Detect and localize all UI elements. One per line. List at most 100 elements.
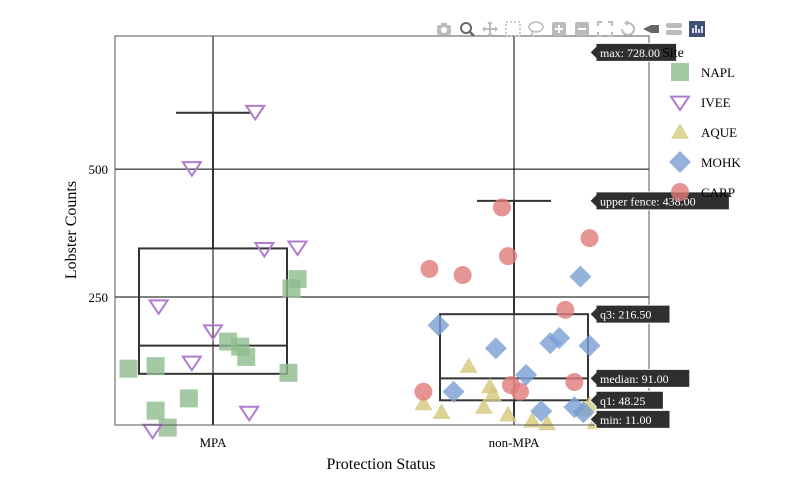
- hover-label: max: 728.00: [589, 42, 678, 62]
- legend-item-carp[interactable]: CARP: [671, 183, 735, 201]
- hover-label-box: [589, 368, 691, 388]
- compare-hover-icon: [664, 19, 684, 39]
- camera-button[interactable]: [434, 19, 454, 39]
- data-point-napl: [119, 359, 138, 378]
- legend-symbol: [671, 123, 689, 139]
- data-point-carp: [511, 382, 530, 401]
- spike-lines-button[interactable]: [641, 19, 661, 39]
- axes: 250 500 MPA non-MPA: [89, 162, 541, 450]
- legend-item-aque[interactable]: AQUE: [671, 123, 737, 140]
- series-napl: [119, 270, 307, 437]
- plotly-logo-button[interactable]: [687, 19, 707, 39]
- autoscale-button[interactable]: [595, 19, 615, 39]
- legend-label: IVEE: [701, 95, 731, 110]
- data-point-aque: [432, 403, 451, 419]
- hover-label-box: [589, 42, 678, 62]
- hover-label: q1: 48.25: [589, 390, 664, 410]
- data-point-mohk: [572, 401, 595, 424]
- series-carp: [414, 198, 599, 401]
- box-iqr: [138, 247, 288, 375]
- reset-axes-button[interactable]: [618, 19, 638, 39]
- reset-axes-icon: [618, 19, 638, 39]
- legend-title: Site: [662, 46, 684, 61]
- pan-icon: [480, 19, 500, 39]
- data-point-aque: [538, 414, 557, 431]
- legend-item-napl[interactable]: NAPL: [671, 63, 735, 81]
- legend: Site NAPL IVEE AQUE MOHK CARP: [662, 46, 741, 201]
- legend-item-mohk[interactable]: MOHK: [669, 151, 741, 173]
- data-point-mohk: [442, 380, 465, 403]
- data-point-ivee: [238, 405, 261, 423]
- legend-label: AQUE: [701, 125, 737, 140]
- data-point-mohk: [427, 314, 450, 337]
- legend-label: NAPL: [701, 65, 735, 80]
- zoom-out-icon: [572, 19, 592, 39]
- data-point-aque: [483, 385, 502, 402]
- camera-icon: [434, 19, 454, 39]
- data-point-napl: [158, 418, 177, 437]
- data-point-ivee: [180, 355, 203, 372]
- data-point-mohk: [515, 363, 538, 386]
- hover-label: upper fence: 438.00: [589, 191, 730, 211]
- data-point-mohk: [530, 400, 553, 423]
- series-ivee: [141, 104, 309, 441]
- data-point-carp: [498, 247, 517, 266]
- data-point-mohk: [578, 334, 601, 357]
- y-tick-label: 500: [89, 162, 109, 177]
- legend-label: CARP: [701, 185, 735, 200]
- zoom-icon: [457, 19, 477, 39]
- hover-label-box: [589, 390, 664, 410]
- zoom-out-button[interactable]: [572, 19, 592, 39]
- box-layer: [138, 111, 589, 425]
- data-point-carp: [420, 259, 439, 278]
- zoom-in-button[interactable]: [549, 19, 569, 39]
- legend-label: MOHK: [701, 155, 741, 170]
- x-tick-label: non-MPA: [489, 435, 540, 450]
- x-axis-title: Protection Status: [327, 456, 436, 473]
- x-tick-label: MPA: [200, 435, 228, 450]
- data-point-ivee: [202, 324, 224, 341]
- data-point-ivee: [253, 242, 276, 259]
- box-select-button[interactable]: [503, 19, 523, 39]
- data-point-aque: [474, 398, 493, 414]
- modebar: [434, 18, 707, 40]
- zoom-in-icon: [549, 19, 569, 39]
- data-point-mohk: [484, 337, 507, 360]
- hover-label: min: 11.00: [589, 409, 671, 429]
- data-point-carp: [565, 373, 584, 392]
- data-point-ivee: [244, 104, 267, 122]
- hover-label-box: [589, 191, 730, 211]
- data-point-carp: [580, 229, 599, 248]
- lasso-button[interactable]: [526, 19, 546, 39]
- hover-label-text: max: 728.00: [600, 46, 660, 60]
- hover-label-text: q3: 216.50: [600, 308, 651, 322]
- legend-symbol: [671, 183, 689, 201]
- box-iqr: [439, 313, 589, 402]
- legend-item-ivee[interactable]: IVEE: [669, 95, 731, 112]
- legend-symbol: [671, 63, 689, 81]
- lasso-icon: [526, 19, 546, 39]
- zoom-button[interactable]: [457, 19, 477, 39]
- y-axis-title: Lobster Counts: [63, 181, 80, 279]
- plot-frame: [114, 35, 650, 426]
- hover-label-text: q1: 48.25: [600, 394, 645, 408]
- hover-label-text: min: 11.00: [600, 413, 652, 427]
- pan-button[interactable]: [480, 19, 500, 39]
- compare-hover-button[interactable]: [664, 19, 684, 39]
- data-point-aque: [498, 405, 517, 422]
- data-point-aque: [459, 357, 478, 373]
- data-point-ivee: [147, 299, 170, 316]
- hover-label-box: [589, 409, 671, 429]
- data-point-napl: [288, 270, 307, 289]
- box-select-icon: [503, 19, 523, 39]
- data-point-mohk: [548, 326, 571, 349]
- plotly-logo-icon: [687, 19, 707, 39]
- data-point-ivee: [180, 161, 203, 178]
- data-point-carp: [453, 266, 472, 285]
- box-mpa: [138, 111, 288, 425]
- data-point-napl: [237, 347, 256, 366]
- hover-label: median: 91.00: [589, 368, 691, 388]
- hover-label-text: upper fence: 438.00: [600, 194, 696, 208]
- scatter-points: [119, 104, 605, 441]
